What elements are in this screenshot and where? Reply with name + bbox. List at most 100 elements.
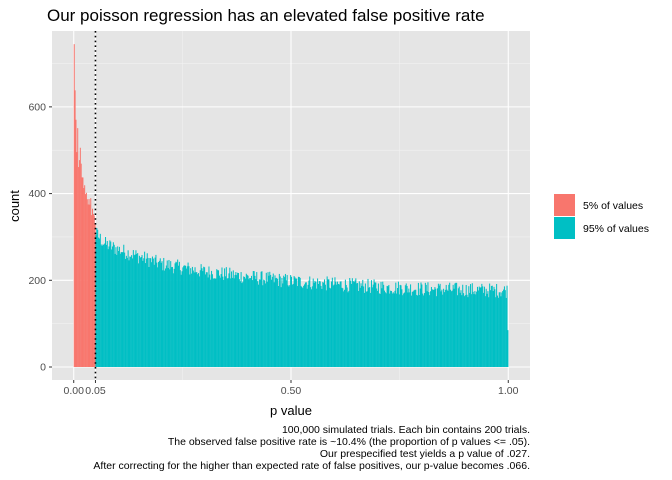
- bar-95pct: [384, 292, 386, 367]
- bar-95pct: [404, 285, 406, 367]
- bar-95pct: [116, 254, 118, 367]
- bar-95pct: [479, 287, 481, 367]
- bar-95pct: [317, 278, 319, 367]
- bar-95pct: [164, 268, 167, 367]
- bar-95pct: [218, 275, 220, 367]
- bar-95pct: [380, 281, 382, 367]
- bar-95pct: [144, 263, 147, 367]
- bar-95pct: [313, 282, 315, 367]
- bar-95pct: [453, 288, 455, 367]
- bar-95pct: [186, 266, 188, 367]
- bar-95pct: [159, 258, 161, 367]
- bar-95pct: [199, 270, 201, 367]
- bar-95pct: [441, 289, 443, 367]
- bar-95pct: [452, 284, 454, 367]
- bar-95pct: [104, 243, 106, 367]
- bar-95pct: [150, 258, 152, 367]
- bar-95pct: [298, 276, 300, 367]
- bar-5pct: [80, 163, 82, 367]
- bar-95pct: [284, 273, 286, 367]
- bar-95pct: [314, 280, 316, 367]
- bar-95pct: [231, 277, 233, 367]
- bar-95pct: [496, 295, 498, 367]
- bar-95pct: [394, 290, 396, 367]
- bar-95pct: [301, 287, 303, 367]
- bar-95pct: [277, 278, 279, 367]
- bar-95pct: [445, 284, 447, 367]
- bar-5pct: [86, 199, 88, 367]
- bar-95pct: [233, 278, 235, 367]
- bar-95pct: [383, 290, 386, 367]
- bar-95pct: [232, 270, 234, 367]
- bar-95pct: [269, 271, 271, 367]
- bar-95pct: [303, 285, 305, 367]
- caption: 100,000 simulated trials. Each bin conta…: [93, 424, 530, 472]
- bar-95pct: [144, 251, 146, 367]
- bar-95pct: [293, 276, 295, 367]
- bar-95pct: [178, 265, 180, 367]
- bar-95pct: [417, 282, 419, 367]
- bar-95pct: [473, 294, 475, 367]
- bar-95pct: [408, 288, 410, 367]
- bar-95pct: [151, 262, 153, 367]
- bar-95pct: [361, 285, 363, 367]
- bar-95pct: [331, 277, 333, 367]
- bar-95pct: [302, 288, 304, 367]
- bar-95pct: [296, 278, 298, 367]
- y-tick-label: 400: [28, 188, 46, 200]
- bar-95pct: [125, 258, 127, 367]
- bar-95pct: [292, 283, 294, 367]
- bar-95pct: [244, 278, 246, 367]
- bar-95pct: [493, 286, 495, 367]
- bar-95pct: [242, 281, 244, 367]
- bar-95pct: [436, 296, 438, 367]
- bar-95pct: [100, 244, 102, 367]
- bar-95pct: [132, 250, 134, 367]
- bar-95pct: [294, 277, 296, 367]
- bar-95pct: [115, 247, 117, 367]
- bar-95pct: [451, 290, 453, 367]
- bar-95pct: [334, 277, 336, 367]
- bar-95pct: [267, 272, 269, 367]
- bar-95pct: [163, 257, 165, 367]
- bar-95pct: [289, 285, 291, 367]
- bar-95pct: [371, 287, 373, 367]
- bar-95pct: [478, 286, 480, 367]
- bar-95pct: [229, 267, 231, 367]
- bar-95pct: [450, 289, 452, 367]
- bar-95pct: [461, 295, 463, 367]
- bar-95pct: [299, 277, 301, 367]
- bar-95pct: [238, 279, 240, 367]
- bar-95pct: [390, 290, 392, 367]
- bar-95pct: [182, 267, 184, 367]
- bar-95pct: [410, 295, 412, 367]
- caption-line-2: The observed false positive rate is ~10.…: [168, 436, 530, 448]
- bar-5pct: [84, 185, 86, 367]
- bar-95pct: [357, 291, 359, 367]
- bar-95pct: [251, 280, 253, 367]
- bar-95pct: [120, 252, 122, 367]
- bar-95pct: [156, 262, 158, 367]
- bar-95pct: [102, 244, 104, 367]
- bar-95pct: [108, 246, 110, 367]
- bar-95pct: [260, 271, 262, 367]
- bar-95pct: [135, 250, 137, 367]
- bar-95pct: [161, 261, 163, 367]
- bar-95pct: [201, 268, 203, 367]
- bar-5pct: [79, 147, 81, 367]
- bar-95pct: [263, 279, 265, 367]
- bar-95pct: [327, 279, 329, 367]
- bar-95pct: [167, 267, 169, 367]
- bar-95pct: [275, 278, 277, 367]
- bar-95pct: [147, 257, 149, 367]
- bar-95pct: [110, 241, 112, 367]
- bar-95pct: [411, 291, 413, 367]
- legend-swatch-5pct: [554, 194, 575, 216]
- bar-95pct: [148, 266, 150, 367]
- bar-95pct: [360, 283, 362, 367]
- bar-95pct: [291, 284, 293, 367]
- bar-95pct: [103, 244, 105, 367]
- bar-5pct: [82, 177, 84, 367]
- bar-95pct: [407, 292, 409, 367]
- bar-95pct: [369, 287, 371, 367]
